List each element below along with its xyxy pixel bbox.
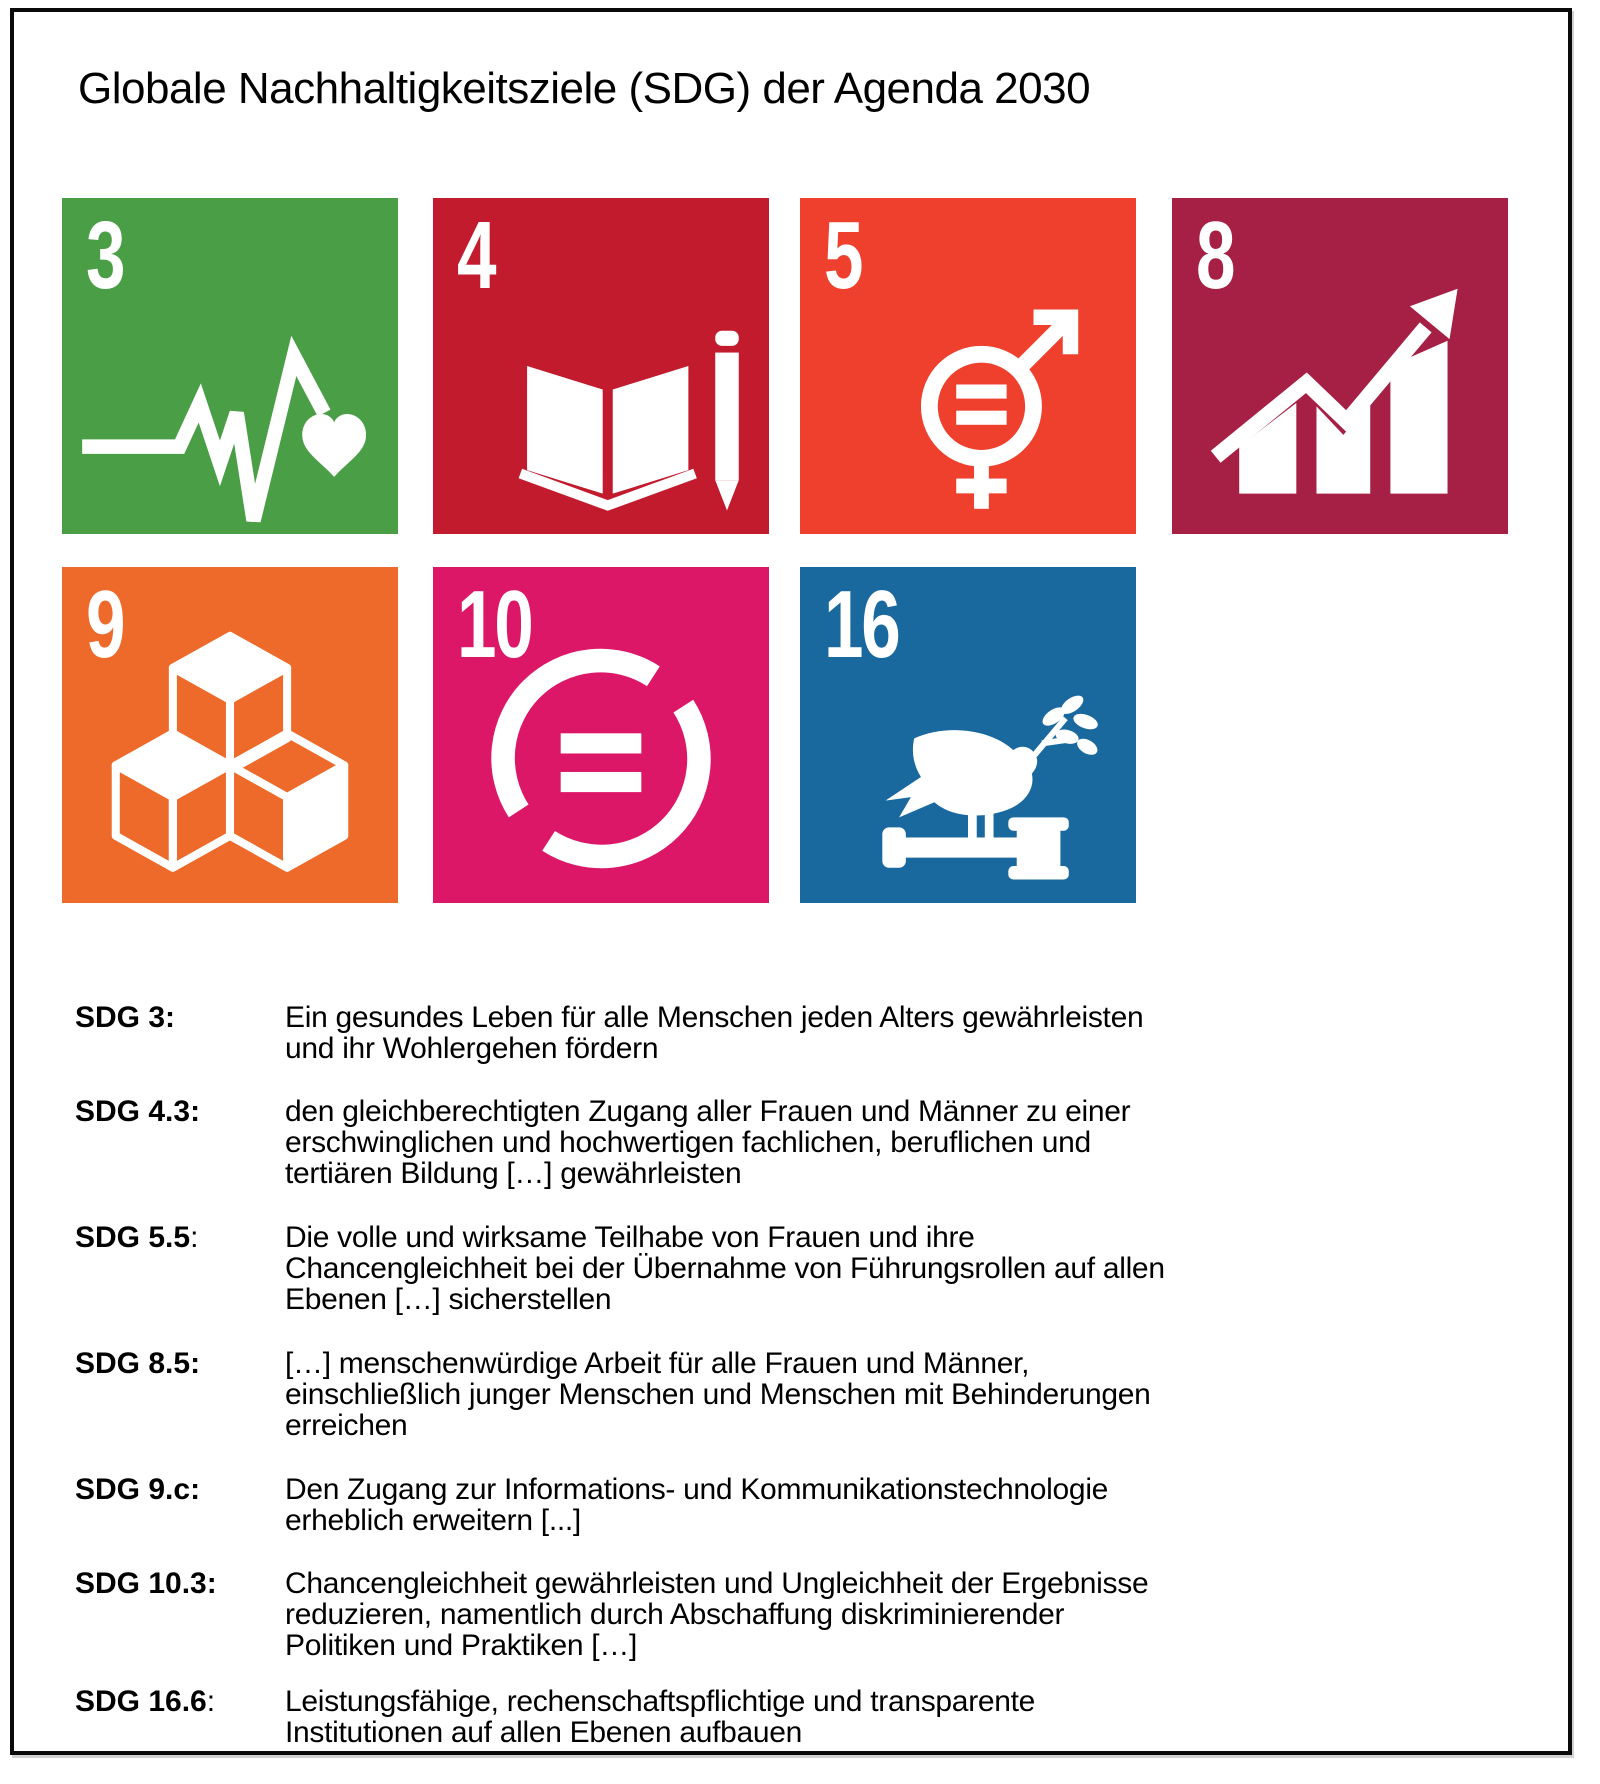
sdg-tile-5: 5 (800, 198, 1136, 534)
sdg-tile-number: 5 (824, 202, 864, 309)
sdg-entry-label: SDG 3: (75, 1001, 176, 1034)
sdg-tile-10: 10 (433, 567, 769, 903)
heartbeat-heart-icon (82, 335, 367, 523)
sdg-tile-9: 9 (62, 567, 398, 903)
sdg-tile-number: 4 (457, 202, 497, 309)
sdg-entry-label: SDG 16.6: (75, 1685, 216, 1718)
building-blocks-icon (111, 631, 349, 872)
sdg-entry-text: Chancengleichheit gewährleisten und Ungl… (285, 1567, 1149, 1662)
sdg-tile-16: 16 (800, 567, 1136, 903)
sdg-entry-text: Leistungsfähige, rechenschaftspflichtige… (285, 1685, 1036, 1749)
sdg-entry-label: SDG 10.3: (75, 1567, 217, 1600)
sdg-entry-label: SDG 9.c: (75, 1473, 201, 1506)
sdg-entry-text: Ein gesundes Leben für alle Menschen jed… (285, 1001, 1144, 1065)
gender-equality-icon (920, 309, 1079, 509)
sdg-tile-4: 4 (433, 198, 769, 534)
page-title: Globale Nachhaltigkeitsziele (SDG) der A… (78, 64, 1091, 113)
dove-gavel-icon (882, 695, 1098, 880)
sdg-entry-text: den gleichberechtigten Zugang aller Frau… (285, 1095, 1131, 1190)
sdg-entry-label: SDG 8.5: (75, 1347, 201, 1380)
sdg-tile-number: 9 (86, 571, 126, 678)
sdg-entry-label: SDG 5.5: (75, 1221, 199, 1254)
sdg-entry-label: SDG 4.3: (75, 1095, 201, 1128)
open-book-pencil-icon (518, 330, 739, 511)
sdg-tile-number: 3 (86, 202, 126, 309)
sdg-entry-text: Die volle und wirksame Teilhabe von Frau… (285, 1221, 1165, 1316)
sdg-entry-text: Den Zugang zur Informations- und Kommuni… (285, 1473, 1109, 1537)
sdg-tile-8: 8 (1172, 198, 1508, 534)
sdg-tile-number: 16 (824, 571, 901, 678)
sdg-tile-3: 3 (62, 198, 398, 534)
sdg-entry-text: […] menschenwürdige Arbeit für alle Frau… (285, 1347, 1151, 1442)
sdg-tile-number: 10 (457, 571, 534, 678)
sdg-tile-number: 8 (1196, 202, 1236, 309)
equality-circle-icon (491, 648, 711, 869)
growth-chart-arrow-icon (1210, 288, 1458, 494)
